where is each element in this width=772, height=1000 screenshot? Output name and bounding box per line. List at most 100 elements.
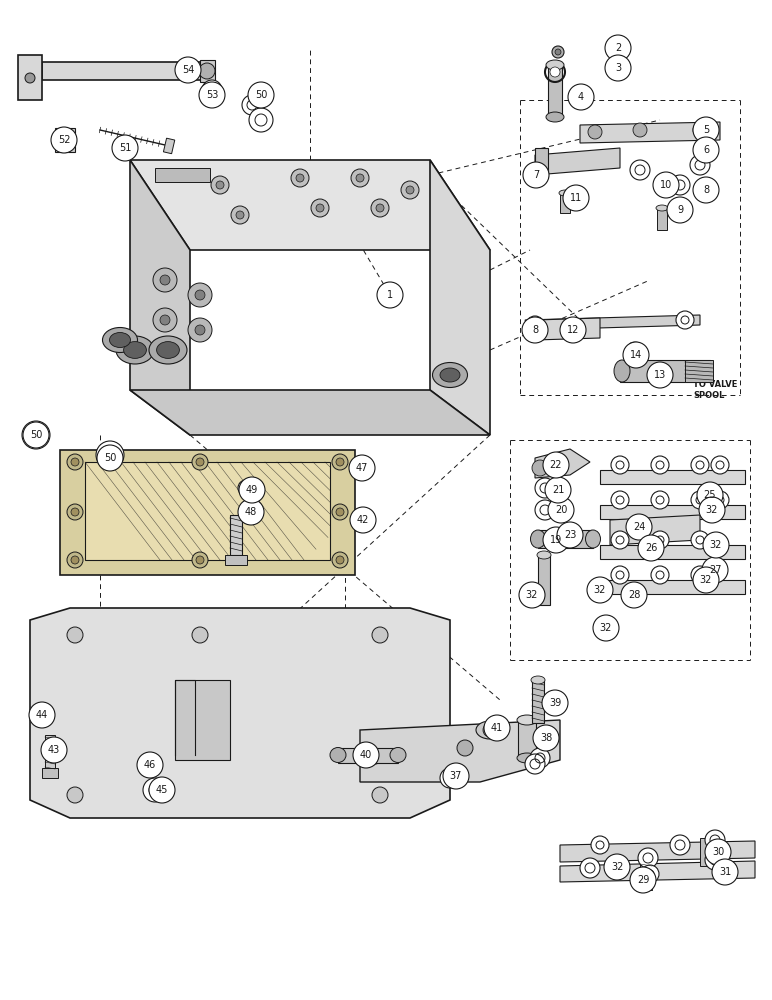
Circle shape — [483, 723, 497, 737]
Text: 32: 32 — [709, 540, 722, 550]
Circle shape — [195, 325, 205, 335]
Polygon shape — [155, 168, 210, 182]
Circle shape — [548, 497, 574, 523]
Circle shape — [316, 204, 324, 212]
Text: 24: 24 — [633, 522, 645, 532]
Circle shape — [353, 742, 379, 768]
Circle shape — [296, 174, 304, 182]
Text: 44: 44 — [36, 710, 48, 720]
Circle shape — [23, 422, 49, 448]
Text: 42: 42 — [357, 515, 369, 525]
Polygon shape — [164, 138, 174, 154]
Polygon shape — [360, 720, 560, 782]
Text: 14: 14 — [630, 350, 642, 360]
Circle shape — [711, 456, 729, 474]
Circle shape — [372, 627, 388, 643]
Circle shape — [350, 507, 376, 533]
Text: 37: 37 — [450, 771, 462, 781]
Text: 29: 29 — [637, 875, 649, 885]
Ellipse shape — [149, 336, 187, 364]
Circle shape — [236, 211, 244, 219]
Circle shape — [623, 342, 649, 368]
Circle shape — [332, 504, 348, 520]
Circle shape — [705, 850, 725, 870]
Ellipse shape — [330, 748, 346, 762]
Circle shape — [149, 777, 175, 803]
Circle shape — [651, 456, 669, 474]
Circle shape — [552, 46, 564, 58]
Circle shape — [651, 491, 669, 509]
Circle shape — [372, 787, 388, 803]
Ellipse shape — [110, 332, 130, 348]
Circle shape — [336, 508, 344, 516]
Circle shape — [526, 316, 544, 334]
Circle shape — [406, 186, 414, 194]
Ellipse shape — [530, 530, 546, 548]
Circle shape — [555, 49, 561, 55]
Circle shape — [705, 830, 725, 850]
Circle shape — [630, 160, 650, 180]
Text: 48: 48 — [245, 507, 257, 517]
Circle shape — [336, 556, 344, 564]
Circle shape — [196, 458, 204, 466]
Circle shape — [376, 204, 384, 212]
Circle shape — [332, 454, 348, 470]
Circle shape — [196, 556, 204, 564]
Circle shape — [137, 752, 163, 778]
Circle shape — [71, 556, 79, 564]
Text: 26: 26 — [645, 543, 657, 553]
Text: 49: 49 — [245, 485, 258, 495]
Circle shape — [443, 763, 469, 789]
Text: 47: 47 — [356, 463, 368, 473]
Circle shape — [138, 755, 158, 775]
Text: 41: 41 — [491, 723, 503, 733]
Circle shape — [192, 454, 208, 470]
Bar — [620, 360, 710, 382]
Circle shape — [651, 566, 669, 584]
Polygon shape — [560, 861, 755, 882]
Polygon shape — [600, 470, 745, 484]
Bar — [560, 193, 570, 213]
Circle shape — [143, 778, 167, 802]
Circle shape — [519, 582, 545, 608]
Text: 31: 31 — [719, 867, 731, 877]
Polygon shape — [200, 60, 215, 82]
Polygon shape — [85, 462, 330, 560]
Circle shape — [550, 67, 560, 77]
Text: 22: 22 — [550, 460, 562, 470]
Circle shape — [667, 197, 693, 223]
Circle shape — [29, 702, 55, 728]
Circle shape — [291, 169, 309, 187]
Circle shape — [690, 155, 710, 175]
Bar — [45, 735, 55, 770]
Circle shape — [71, 458, 79, 466]
Circle shape — [522, 317, 548, 343]
Text: 32: 32 — [600, 623, 612, 633]
Text: 13: 13 — [654, 370, 666, 380]
Circle shape — [377, 282, 403, 308]
Text: 27: 27 — [709, 565, 721, 575]
Polygon shape — [130, 160, 190, 435]
Circle shape — [630, 867, 656, 893]
Ellipse shape — [614, 360, 630, 382]
Circle shape — [67, 627, 83, 643]
Circle shape — [199, 82, 225, 108]
Bar — [657, 208, 667, 230]
Circle shape — [249, 108, 273, 132]
Circle shape — [670, 175, 690, 195]
Text: 3: 3 — [615, 63, 621, 73]
Circle shape — [653, 172, 679, 198]
Circle shape — [211, 176, 229, 194]
Polygon shape — [560, 841, 755, 862]
Circle shape — [175, 57, 201, 83]
Circle shape — [693, 117, 719, 143]
Circle shape — [238, 499, 264, 525]
Circle shape — [693, 567, 719, 593]
Circle shape — [216, 181, 224, 189]
Polygon shape — [525, 315, 700, 330]
Circle shape — [153, 308, 177, 332]
Circle shape — [543, 452, 569, 478]
Text: 54: 54 — [182, 65, 195, 75]
Text: 32: 32 — [526, 590, 538, 600]
Text: 28: 28 — [628, 590, 640, 600]
